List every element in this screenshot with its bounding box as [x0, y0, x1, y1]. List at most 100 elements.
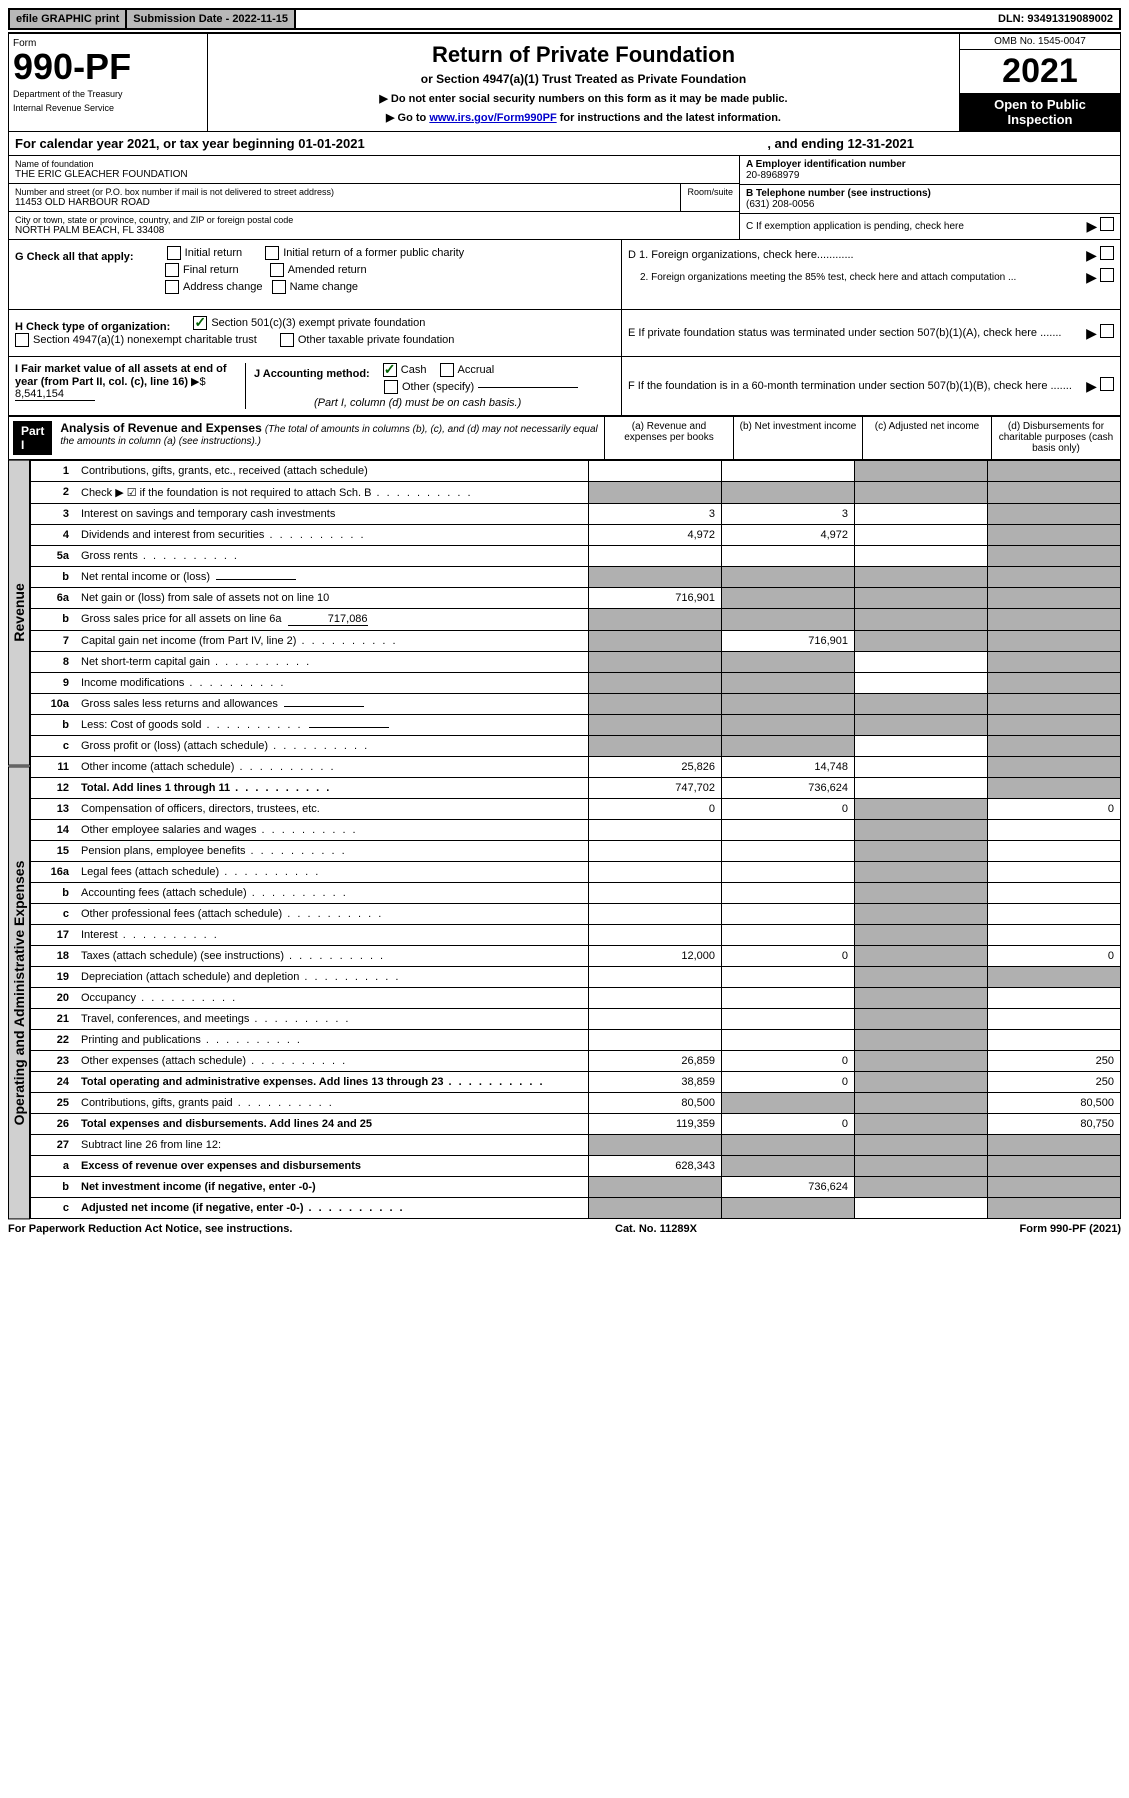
- efile-print-button[interactable]: efile GRAPHIC print: [10, 10, 127, 28]
- value-cell: [722, 925, 855, 946]
- entity-block: Name of foundation THE ERIC GLEACHER FOU…: [8, 156, 1121, 240]
- value-cell: [855, 883, 988, 904]
- value-cell: [722, 1009, 855, 1030]
- d1-checkbox[interactable]: [1100, 246, 1114, 260]
- value-cell: 3: [722, 504, 855, 525]
- h-other-checkbox[interactable]: [280, 333, 294, 347]
- value-cell: [722, 862, 855, 883]
- row-description: Other income (attach schedule): [75, 757, 589, 778]
- row-description: Capital gain net income (from Part IV, l…: [75, 631, 589, 652]
- initial-former-checkbox[interactable]: [265, 246, 279, 260]
- row-description: Less: Cost of goods sold: [75, 715, 589, 736]
- row-number: b: [31, 1177, 76, 1198]
- col-b-header: (b) Net investment income: [733, 417, 862, 459]
- city-value: NORTH PALM BEACH, FL 33408: [15, 225, 733, 236]
- value-cell: [855, 820, 988, 841]
- value-cell: [855, 1177, 988, 1198]
- row-number: 17: [31, 925, 76, 946]
- value-cell: 736,624: [722, 1177, 855, 1198]
- value-cell: [855, 1030, 988, 1051]
- value-cell: [722, 1156, 855, 1177]
- value-cell: 14,748: [722, 757, 855, 778]
- value-cell: 0: [722, 799, 855, 820]
- value-cell: [988, 525, 1121, 546]
- row-number: c: [31, 904, 76, 925]
- address-value: 11453 OLD HARBOUR ROAD: [15, 197, 674, 208]
- inline-value: [309, 727, 389, 728]
- table-row: 7Capital gain net income (from Part IV, …: [31, 631, 1121, 652]
- value-cell: 250: [988, 1051, 1121, 1072]
- ij-section: I Fair market value of all assets at end…: [8, 357, 1121, 416]
- row-number: c: [31, 736, 76, 757]
- value-cell: [722, 588, 855, 609]
- initial-checkbox[interactable]: [167, 246, 181, 260]
- value-cell: [589, 736, 722, 757]
- value-cell: [988, 588, 1121, 609]
- amended-checkbox[interactable]: [270, 263, 284, 277]
- value-cell: [589, 631, 722, 652]
- col-a-header: (a) Revenue and expenses per books: [604, 417, 733, 459]
- row-description: Depreciation (attach schedule) and deple…: [75, 967, 589, 988]
- value-cell: [988, 694, 1121, 715]
- j-accrual-checkbox[interactable]: [440, 363, 454, 377]
- e-checkbox[interactable]: [1100, 324, 1114, 338]
- value-cell: [722, 1030, 855, 1051]
- j-other-checkbox[interactable]: [384, 380, 398, 394]
- h-501c3-checkbox[interactable]: [193, 316, 207, 330]
- value-cell: 4,972: [589, 525, 722, 546]
- value-cell: [589, 862, 722, 883]
- row-description: Printing and publications: [75, 1030, 589, 1051]
- value-cell: [988, 736, 1121, 757]
- address-checkbox[interactable]: [165, 280, 179, 294]
- value-cell: 628,343: [589, 1156, 722, 1177]
- row-number: 7: [31, 631, 76, 652]
- table-row: cGross profit or (loss) (attach schedule…: [31, 736, 1121, 757]
- f-checkbox[interactable]: [1100, 377, 1114, 391]
- value-cell: [988, 988, 1121, 1009]
- value-cell: [722, 482, 855, 504]
- d2-checkbox[interactable]: [1100, 268, 1114, 282]
- value-cell: [722, 988, 855, 1009]
- final-checkbox[interactable]: [165, 263, 179, 277]
- value-cell: [855, 757, 988, 778]
- row-number: 19: [31, 967, 76, 988]
- value-cell: [855, 799, 988, 820]
- value-cell: [855, 1114, 988, 1135]
- value-cell: [988, 1135, 1121, 1156]
- value-cell: [855, 1198, 988, 1219]
- value-cell: 3: [589, 504, 722, 525]
- table-row: 24Total operating and administrative exp…: [31, 1072, 1121, 1093]
- row-description: Travel, conferences, and meetings: [75, 1009, 589, 1030]
- value-cell: [722, 904, 855, 925]
- value-cell: [988, 652, 1121, 673]
- value-cell: [855, 1093, 988, 1114]
- value-cell: 4,972: [722, 525, 855, 546]
- tax-year: 2021: [960, 50, 1120, 93]
- irs-link[interactable]: www.irs.gov/Form990PF: [429, 112, 556, 124]
- row-description: Net short-term capital gain: [75, 652, 589, 673]
- value-cell: [988, 461, 1121, 482]
- h-4947-checkbox[interactable]: [15, 333, 29, 347]
- value-cell: [722, 673, 855, 694]
- value-cell: [589, 967, 722, 988]
- table-row: 2Check ▶ ☑ if the foundation is not requ…: [31, 482, 1121, 504]
- open-public-label: Open to Public Inspection: [960, 93, 1120, 131]
- value-cell: [722, 967, 855, 988]
- row-description: Dividends and interest from securities: [75, 525, 589, 546]
- checks-section: G Check all that apply: Initial return I…: [8, 240, 1121, 310]
- value-cell: [855, 862, 988, 883]
- table-row: bGross sales price for all assets on lin…: [31, 609, 1121, 631]
- foundation-name-label: Name of foundation: [15, 159, 733, 169]
- table-row: 11Other income (attach schedule)25,82614…: [31, 757, 1121, 778]
- value-cell: [855, 1072, 988, 1093]
- inline-value: [284, 706, 364, 707]
- c-checkbox[interactable]: [1100, 217, 1114, 231]
- i-value: 8,541,154: [15, 388, 95, 401]
- value-cell: [855, 652, 988, 673]
- row-number: 14: [31, 820, 76, 841]
- value-cell: [589, 1198, 722, 1219]
- value-cell: [988, 1009, 1121, 1030]
- table-row: aExcess of revenue over expenses and dis…: [31, 1156, 1121, 1177]
- namechg-checkbox[interactable]: [272, 280, 286, 294]
- j-cash-checkbox[interactable]: [383, 363, 397, 377]
